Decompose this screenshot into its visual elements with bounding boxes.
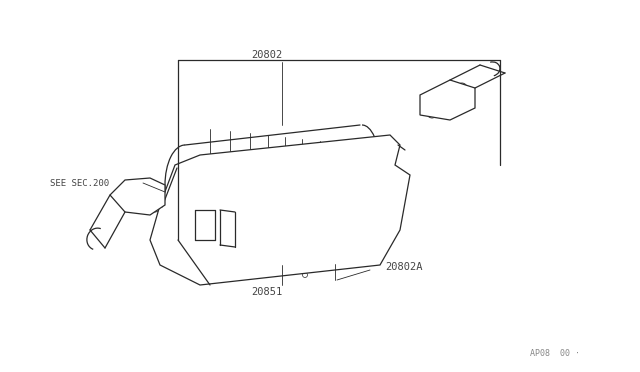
Text: 20802A: 20802A xyxy=(385,262,422,272)
Text: 20851: 20851 xyxy=(252,287,283,297)
Polygon shape xyxy=(110,178,165,215)
Polygon shape xyxy=(420,80,475,120)
Text: SEE SEC.200: SEE SEC.200 xyxy=(51,179,109,187)
Text: 20802: 20802 xyxy=(252,50,283,60)
Polygon shape xyxy=(150,135,410,285)
Text: AP08  00 ·: AP08 00 · xyxy=(530,349,580,358)
